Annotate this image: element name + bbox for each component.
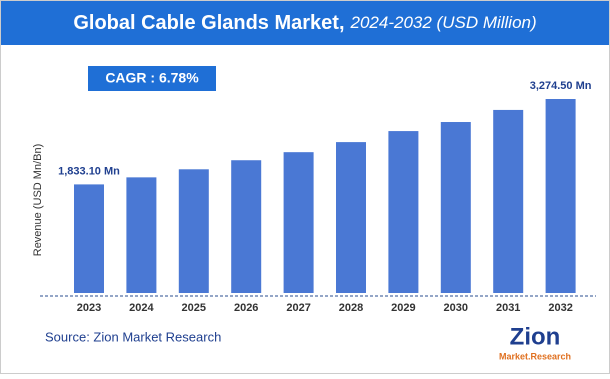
cagr-text: CAGR : 6.78%	[105, 70, 199, 86]
bar	[126, 177, 157, 293]
chart-subtitle: 2024-2032 (USD Million)	[350, 13, 537, 32]
bar	[388, 131, 419, 293]
x-tick-label: 2030	[444, 302, 468, 314]
logo-sub: Market.Research	[499, 351, 571, 361]
bar	[545, 99, 576, 293]
x-tick-label: 2032	[548, 302, 572, 314]
bar	[440, 122, 471, 293]
x-tick-label: 2027	[286, 302, 310, 314]
x-tick-label: 2031	[496, 302, 520, 314]
x-tick-label: 2029	[391, 302, 415, 314]
title-line: Global Cable Glands Market, 2024-2032 (US…	[73, 12, 536, 34]
y-axis-label: Revenue (USD Mn/Bn)	[32, 144, 44, 257]
title-bar	[1, 1, 609, 45]
chart-title: Global Cable Glands Market,	[73, 12, 344, 34]
x-tick-label: 2023	[77, 302, 101, 314]
bar	[493, 109, 524, 293]
cagr-box	[88, 66, 216, 91]
bar	[336, 142, 366, 293]
bar	[74, 184, 104, 293]
x-tick-label: 2028	[339, 302, 363, 314]
value-label: 3,274.50 Mn	[530, 80, 592, 92]
bar	[231, 160, 262, 293]
bar	[283, 152, 314, 293]
source: Source: Zion Market Research	[45, 329, 221, 344]
value-label: 1,833.10 Mn	[58, 165, 120, 177]
bar	[178, 169, 209, 293]
x-tick-label: 2026	[234, 302, 258, 314]
x-tick-label: 2025	[182, 302, 206, 314]
x-tick-label: 2024	[129, 302, 154, 314]
logo-name: Zion	[510, 323, 561, 350]
